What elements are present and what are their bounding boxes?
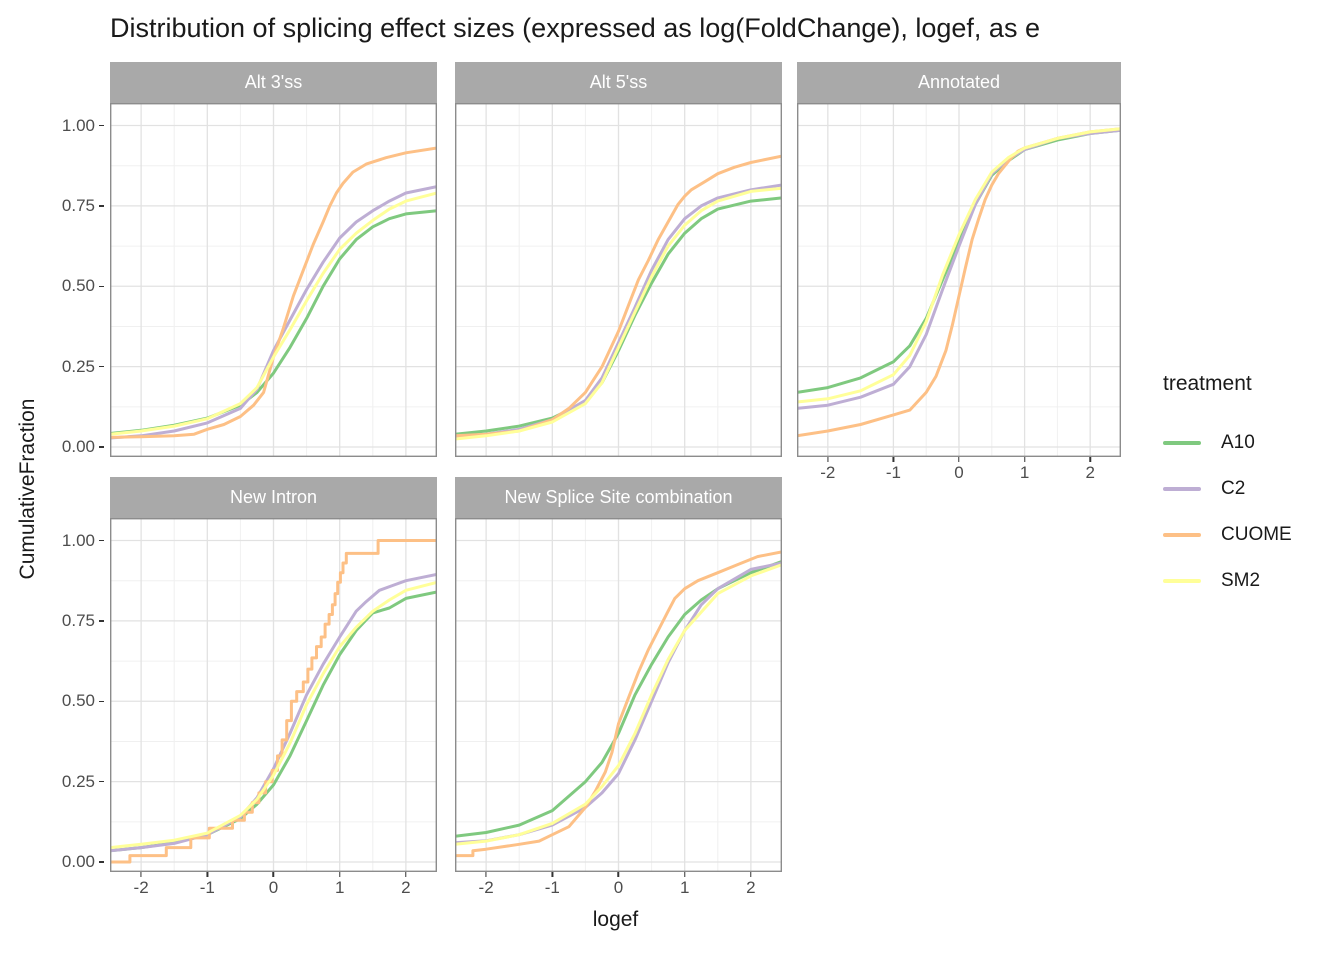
ecdf-line-sm2: [797, 127, 1121, 404]
tick-mark: [405, 872, 407, 877]
x-tick-label: 0: [954, 457, 964, 482]
tick-mark: [617, 872, 620, 877]
tick-mark: [99, 205, 104, 207]
x-tick-label: -1: [200, 872, 215, 897]
ecdf-line-c2: [110, 185, 437, 440]
y-axis-title: CumulativeFraction: [16, 398, 39, 580]
tick-mark: [272, 872, 275, 877]
facet-new-splice-site-combination: New Splice Site combination: [455, 477, 782, 872]
ecdf-line-cuome: [110, 146, 437, 439]
legend-item-a10: A10: [1163, 420, 1338, 466]
tick-mark: [99, 124, 104, 127]
x-tick-label: -2: [134, 872, 149, 897]
facet-strip-label: Alt 5'ss: [455, 62, 782, 103]
facet-annotated: Annotated: [797, 62, 1121, 457]
tick-mark: [551, 872, 554, 877]
ecdf-line-cuome: [110, 539, 437, 864]
tick-mark: [958, 457, 960, 462]
y-tick-label: 0.00: [62, 852, 104, 872]
legend-item-sm2: SM2: [1163, 558, 1338, 604]
tick-mark: [338, 872, 341, 877]
x-tick-label: -2: [820, 457, 835, 482]
panel-new-splice-site-combination: [455, 518, 782, 872]
facet-strip-label: Alt 3'ss: [110, 62, 437, 103]
tick-mark: [99, 861, 104, 863]
legend-key-line-icon: [1163, 533, 1201, 537]
ecdf-line-sm2: [110, 580, 437, 850]
x-tick-label: 2: [401, 872, 411, 897]
x-tick-label: 1: [1020, 457, 1029, 482]
y-tick-label: 0.75: [62, 611, 104, 631]
ecdf-line-sm2: [455, 563, 782, 846]
x-tick-label: 2: [1085, 457, 1095, 482]
tick-mark: [892, 457, 895, 462]
facet-strip-label: Annotated: [797, 62, 1121, 103]
y-tick-label: 1.00: [62, 531, 104, 551]
tick-mark: [1089, 457, 1091, 462]
facet-strip-label: New Splice Site combination: [455, 477, 782, 518]
legend-item-label: A10: [1221, 432, 1255, 453]
ecdf-line-sm2: [110, 191, 437, 436]
tick-mark: [1023, 457, 1026, 462]
facet-alt-5ss: Alt 5'ss: [455, 62, 782, 457]
legend-key-line-icon: [1163, 441, 1201, 445]
tick-mark: [99, 285, 104, 288]
panel-alt-3ss: [110, 103, 437, 457]
x-tick-label: 1: [680, 872, 689, 897]
y-tick-label: 0.25: [62, 357, 104, 377]
tick-mark: [99, 620, 104, 622]
x-tick-label: -2: [479, 872, 494, 897]
panel-annotated: [797, 103, 1121, 457]
y-tick-label: 0.25: [62, 772, 104, 792]
x-tick-label: 0: [614, 872, 623, 897]
y-axis-top-row: 0.00 0.25 0.50 0.75 1.00: [58, 103, 104, 457]
legend-item-label: SM2: [1221, 570, 1261, 591]
tick-mark: [99, 780, 104, 783]
tick-mark: [827, 457, 829, 462]
facet-new-intron: New Intron: [110, 477, 437, 872]
tick-mark: [750, 872, 752, 877]
tick-mark: [99, 446, 104, 448]
x-axis-annotated: -2 -1 0 1 2: [797, 457, 1121, 483]
legend-item-c2: C2: [1163, 466, 1338, 512]
ecdf-line-sm2: [455, 186, 782, 441]
legend-key-line-icon: [1163, 487, 1201, 491]
tick-mark: [485, 872, 487, 877]
y-tick-label: 0.50: [62, 276, 104, 296]
facet-strip-label: New Intron: [110, 477, 437, 518]
facet-alt-3ss: Alt 3'ss: [110, 62, 437, 457]
x-axis-title: logef: [592, 908, 639, 931]
y-tick-label: 0.00: [62, 437, 104, 457]
tick-mark: [99, 700, 104, 703]
legend-title: treatment: [1163, 372, 1252, 395]
tick-mark: [99, 365, 104, 368]
panel-new-intron: [110, 518, 437, 872]
legend-item-cuome: CUOME: [1163, 512, 1338, 558]
tick-mark: [99, 539, 104, 542]
panel-alt-5ss: [455, 103, 782, 457]
ecdf-line-cuome: [455, 550, 782, 858]
y-tick-label: 0.75: [62, 196, 104, 216]
tick-mark: [206, 872, 209, 877]
tick-mark: [683, 872, 686, 877]
x-tick-label: -1: [886, 457, 901, 482]
legend: treatment A10 C2 CUOME SM2: [1163, 372, 1338, 604]
tick-mark: [140, 872, 142, 877]
legend-key-line-icon: [1163, 579, 1201, 583]
y-axis-bottom-row: 0.00 0.25 0.50 0.75 1.00: [58, 518, 104, 872]
y-tick-label: 1.00: [62, 116, 104, 136]
ecdf-line-cuome: [455, 154, 782, 438]
y-tick-label: 0.50: [62, 691, 104, 711]
x-tick-label: 1: [335, 872, 344, 897]
x-axis-new-intron: -2 -1 0 1 2: [110, 872, 437, 898]
x-axis-new-splice-site-combination: -2 -1 0 1 2: [455, 872, 782, 898]
x-tick-label: 0: [269, 872, 278, 897]
legend-item-label: C2: [1221, 478, 1246, 499]
legend-item-label: CUOME: [1221, 524, 1292, 545]
x-tick-label: 2: [746, 872, 756, 897]
plot-title: Distribution of splicing effect sizes (e…: [110, 13, 1040, 43]
x-tick-label: -1: [545, 872, 560, 897]
